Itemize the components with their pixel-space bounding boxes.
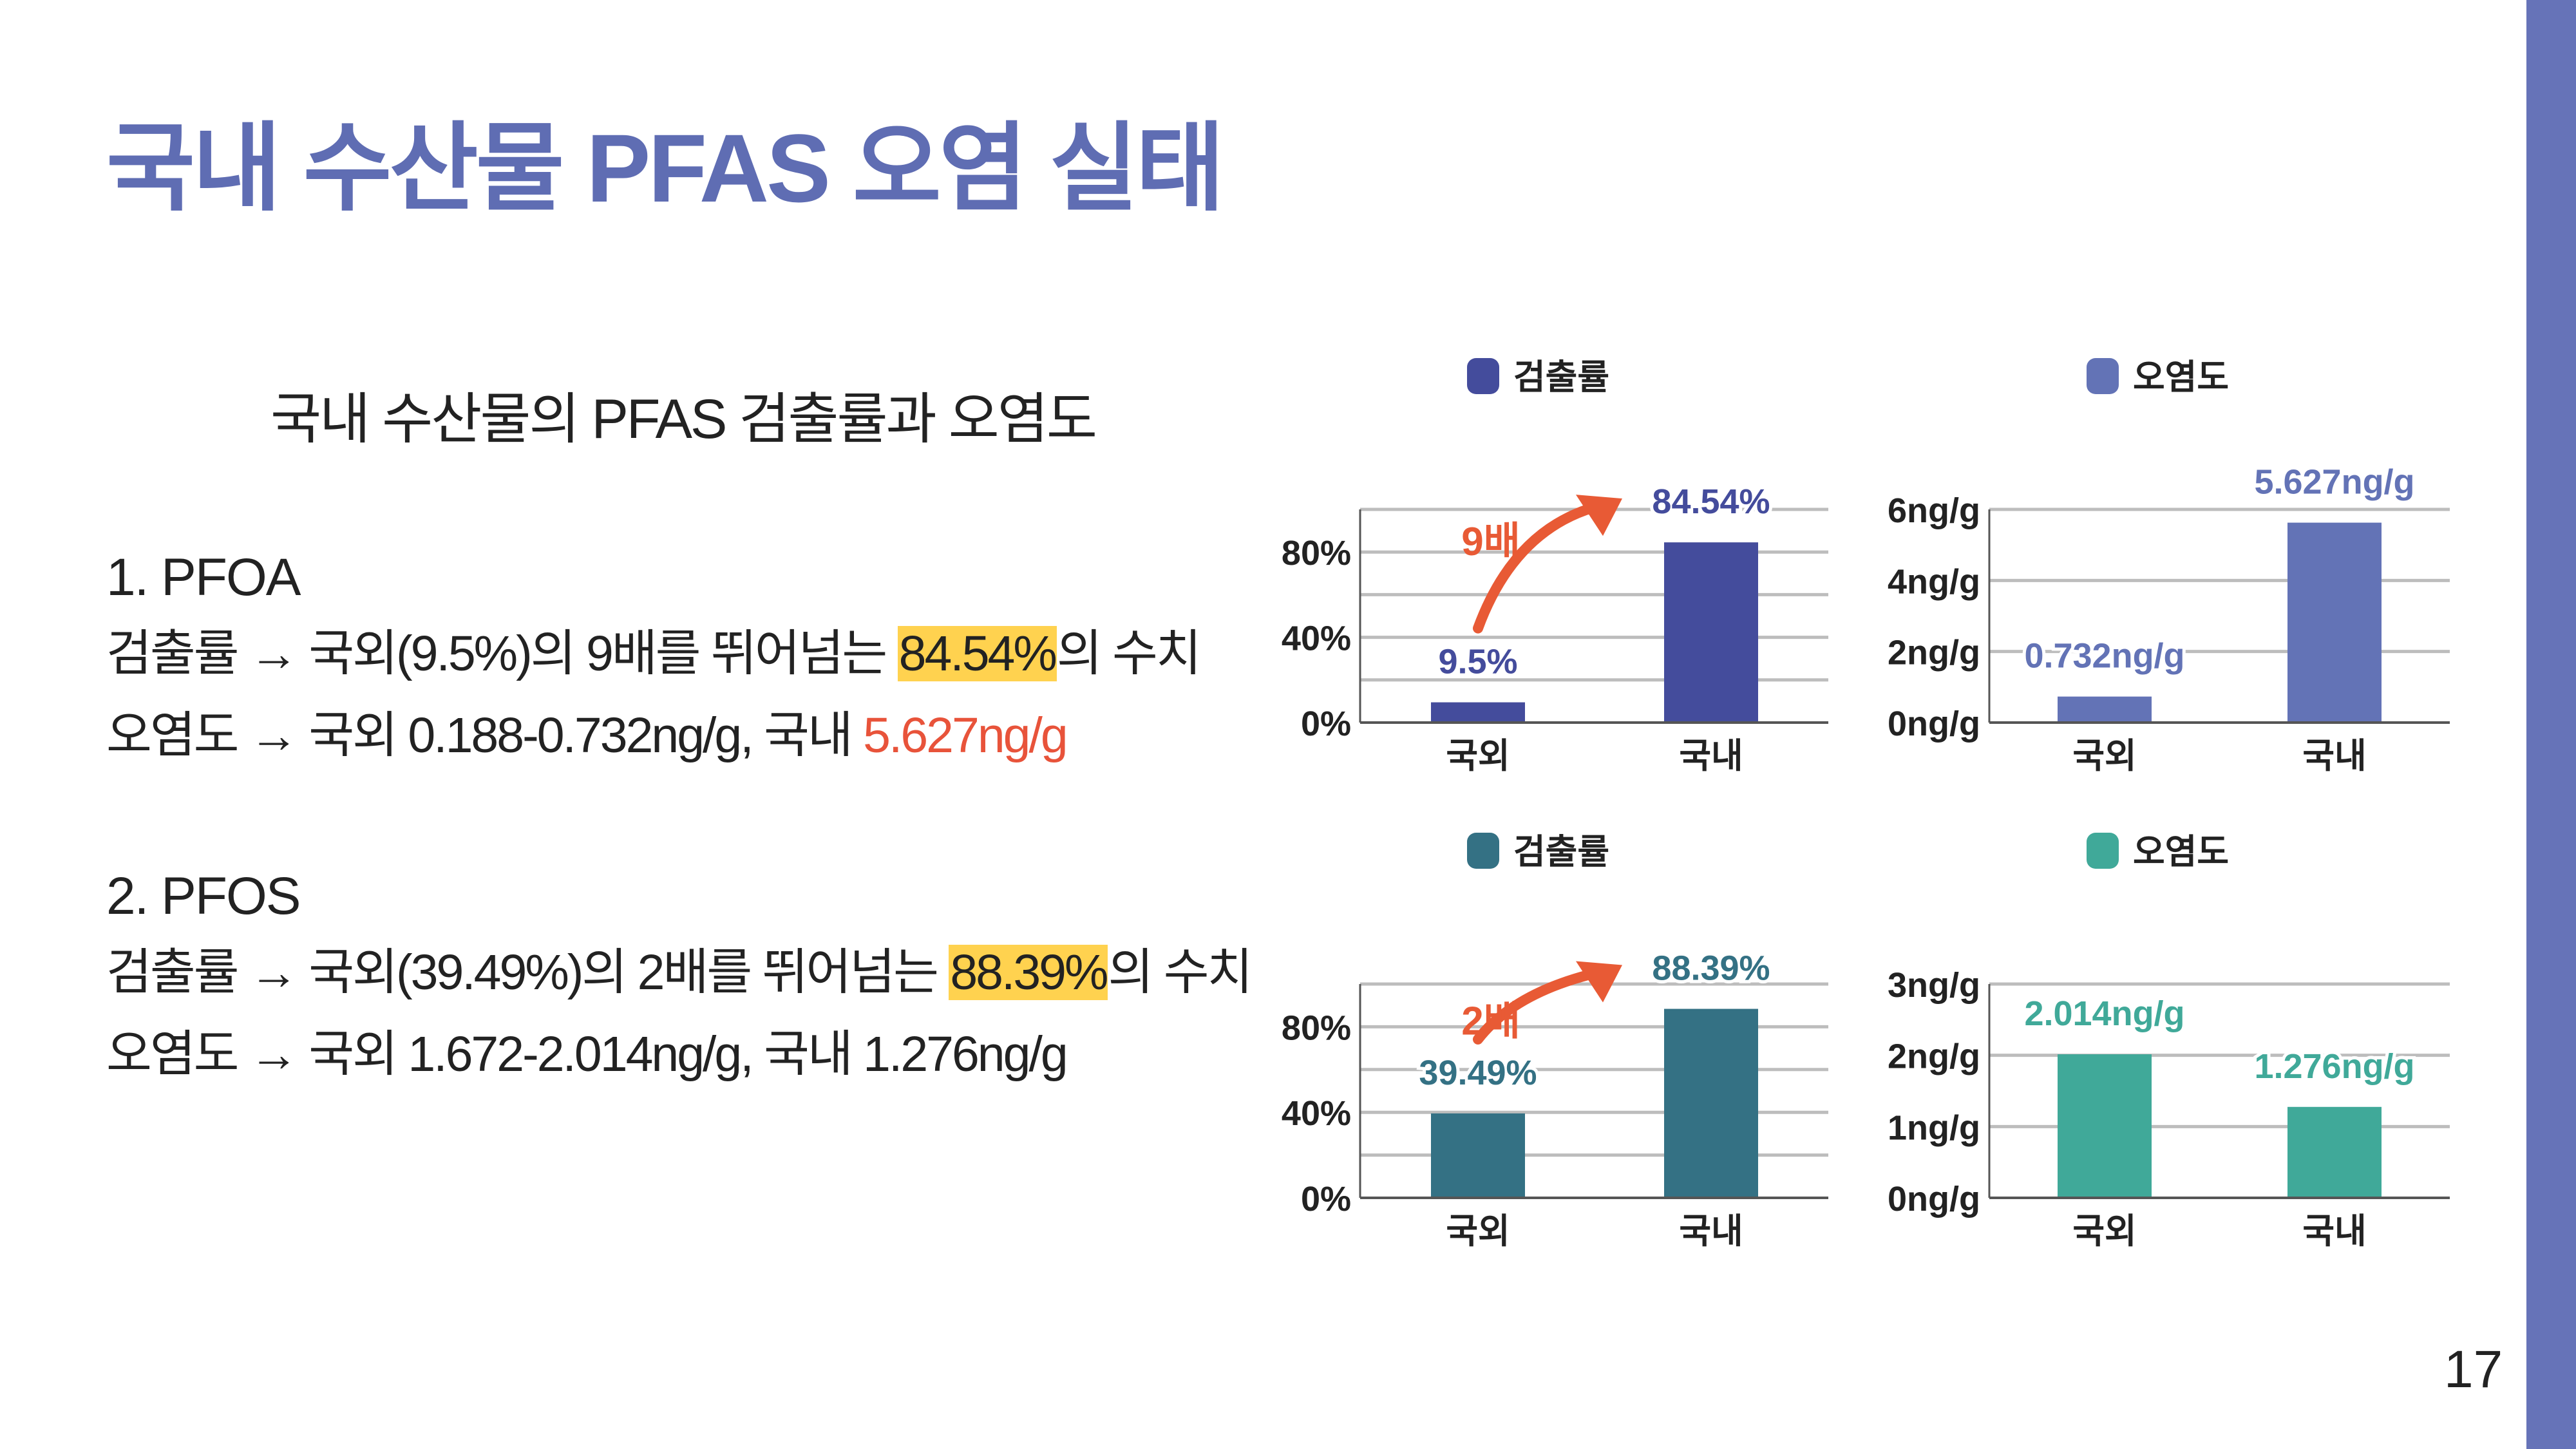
legend-swatch [2087, 833, 2119, 869]
multiplier-annotation: 2배 [1461, 999, 1520, 1044]
y-tick-label: 0% [1301, 1180, 1351, 1218]
y-tick-label: 1ng/g [1888, 1108, 1980, 1147]
data-label: 0.732ng/g [2024, 637, 2184, 676]
y-tick-label: 40% [1282, 620, 1351, 658]
bar-chart-4: 오염도 0ng/g 1ng/g 2ng/g 3ng/g 2.014ng/g 국외 1.276n… [1888, 833, 2450, 1251]
arrowhead-icon [1576, 961, 1622, 1003]
y-tick-label: 80% [1282, 534, 1351, 573]
legend-swatch [2087, 358, 2119, 394]
bar-domestic [2287, 522, 2382, 723]
pfoa-contamination-line: 오염도 → 국외 0.188-0.732ng/g, 국내 5.627ng/g [106, 695, 1200, 777]
legend-swatch [1467, 358, 1499, 394]
x-tick-label: 국내 [2302, 1212, 2366, 1251]
multiplier-annotation: 9배 [1461, 520, 1520, 564]
line-text: 의 수치 [1108, 945, 1253, 1000]
y-tick-label: 6ng/g [1888, 491, 1980, 530]
y-tick-label: 2ng/g [1888, 1037, 1980, 1076]
bar-overseas [1431, 1113, 1525, 1198]
data-label: 39.49% [1419, 1054, 1537, 1092]
sidebar-accent-strip [2526, 0, 2576, 1449]
legend-label: 검출률 [1513, 358, 1609, 397]
legend-label: 검출률 [1513, 833, 1609, 871]
pfoa-heading: 1. PFOA [106, 548, 301, 607]
data-label: 88.39% [1652, 949, 1770, 988]
line-text: 의 수치 [1056, 626, 1202, 681]
bar-domestic [1664, 1009, 1758, 1198]
data-label: 84.54% [1652, 482, 1770, 521]
line-text: 검출률 → 국외(9.5%)의 9배를 뛰어넘는 [106, 626, 898, 681]
pfos-section: 2. PFOS 검출률 → 국외(39.49%)의 2배를 뛰어넘는 88.39… [106, 861, 1253, 1095]
bar-domestic [2287, 1106, 2382, 1198]
data-label: 2.014ng/g [2024, 994, 2184, 1033]
data-label: 9.5% [1438, 643, 1517, 681]
y-tick-label: 2ng/g [1888, 634, 1980, 672]
pfos-detection-line: 검출률 → 국외(39.49%)의 2배를 뛰어넘는 88.39%의 수치 [106, 932, 1253, 1014]
x-tick-label: 국외 [1446, 1212, 1510, 1251]
x-tick-label: 국내 [2302, 737, 2366, 775]
y-tick-label: 0ng/g [1888, 705, 1980, 743]
page-title: 국내 수산물 PFAS 오염 실태 [106, 114, 1224, 222]
bar-chart-2: 오염도 0ng/g 2ng/g 4ng/g 6ng/g 0.732ng/g 국외 5.627n… [1888, 358, 2450, 775]
x-tick-label: 국외 [2072, 737, 2136, 775]
line-text: 검출률 → 국외(39.49%)의 2배를 뛰어넘는 [106, 945, 949, 1000]
y-tick-label: 3ng/g [1888, 966, 1980, 1005]
arrow-icon [1473, 498, 1613, 634]
x-tick-label: 국내 [1679, 1212, 1743, 1251]
pfoa-detection-line: 검출률 → 국외(9.5%)의 9배를 뛰어넘는 84.54%의 수치 [106, 613, 1202, 695]
page-number: 17 [2444, 1340, 2503, 1399]
emphasis-value: 5.627ng/g [863, 708, 1068, 763]
section-subtitle: 국내 수산물의 PFAS 검출률과 오염도 [270, 388, 1097, 450]
bar-overseas [2058, 1054, 2152, 1198]
bar-chart-3: 검출률 0% 40% 80% 39.49% 국외 88.39% 국내 2배 [1282, 833, 1828, 1251]
data-label: 1.276ng/g [2254, 1047, 2414, 1086]
bar-domestic [1664, 542, 1758, 723]
pfos-contamination-line: 오염도 → 국외 1.672-2.014ng/g, 국내 1.276ng/g [106, 1014, 1251, 1095]
y-tick-label: 40% [1282, 1094, 1351, 1133]
legend-label: 오염도 [2133, 358, 2229, 397]
data-label: 5.627ng/g [2254, 463, 2414, 502]
line-text: 오염도 → 국외 0.188-0.732ng/g, 국내 [106, 708, 864, 763]
y-tick-label: 0% [1301, 705, 1351, 743]
x-tick-label: 국외 [2072, 1212, 2136, 1251]
highlight-value: 88.39% [949, 945, 1108, 1000]
arrowhead-icon [1576, 495, 1622, 536]
bar-overseas [1431, 702, 1525, 723]
x-tick-label: 국외 [1446, 737, 1510, 775]
x-tick-label: 국내 [1679, 737, 1743, 775]
y-tick-label: 0ng/g [1888, 1180, 1980, 1218]
legend-label: 오염도 [2133, 833, 2229, 871]
highlight-value: 84.54% [897, 626, 1057, 681]
y-tick-label: 80% [1282, 1009, 1351, 1047]
line-text: 오염도 → 국외 1.672-2.014ng/g, 국내 1.276ng/g [106, 1027, 1068, 1082]
legend-swatch [1467, 833, 1499, 869]
pfoa-section: 1. PFOA 검출률 → 국외(9.5%)의 9배를 뛰어넘는 84.54%의… [106, 542, 1202, 777]
bar-chart-1: 검출률 0% 40% 80% 9.5% 국외 84.54% 국내 9배 [1282, 358, 1828, 775]
bar-overseas [2058, 696, 2152, 723]
y-tick-label: 4ng/g [1888, 562, 1980, 601]
pfos-heading: 2. PFOS [106, 867, 301, 925]
